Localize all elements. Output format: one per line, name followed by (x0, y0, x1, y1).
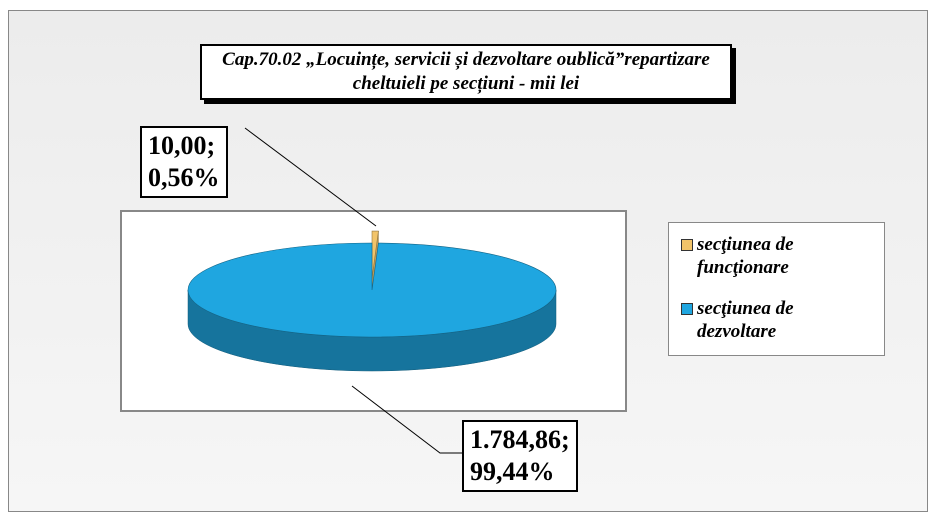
legend: secţiunea de funcţionare secţiunea de dez… (668, 222, 885, 356)
leader-line (351, 385, 462, 454)
legend-label: secţiunea de funcţionare (697, 234, 794, 278)
leader-line (244, 127, 377, 227)
legend-swatch (681, 303, 693, 315)
slice (371, 230, 379, 279)
slice (187, 242, 557, 338)
legend-label: secţiunea de dezvoltare (697, 298, 794, 342)
legend-swatch (681, 239, 693, 251)
data-label: 10,00; 0,56% (140, 126, 228, 198)
chart-title: Cap.70.02 „Locuințe, servicii și dezvolt… (200, 44, 732, 100)
data-label: 1.784,86; 99,44% (462, 420, 578, 492)
